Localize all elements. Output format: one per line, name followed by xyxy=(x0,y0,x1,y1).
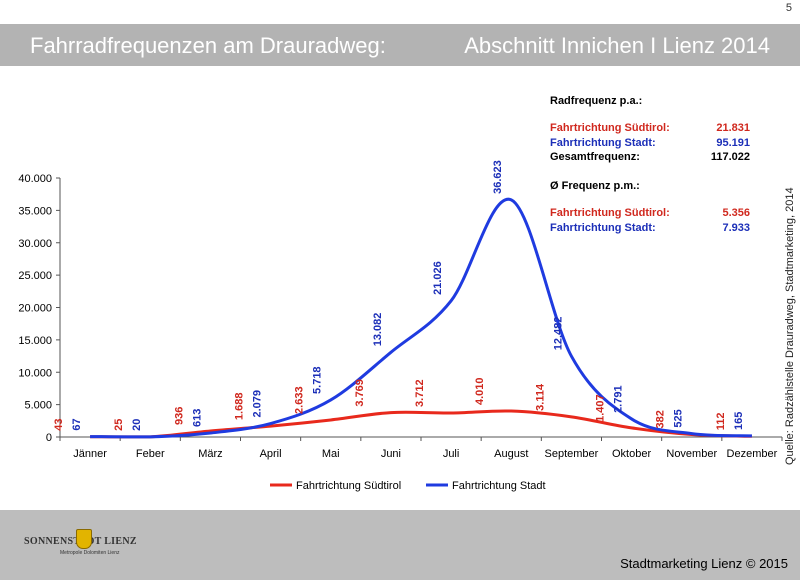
x-tick-label: November xyxy=(666,448,717,460)
data-label: 525 xyxy=(673,409,685,427)
y-tick-label: 40.000 xyxy=(18,173,52,185)
info-pm-value: 7.933 xyxy=(722,222,750,234)
legend-label: Fahrtrichtung Südtirol xyxy=(296,480,401,492)
legend-label: Fahrtrichtung Stadt xyxy=(452,480,546,492)
logo: SONNENSTADT LIENZ Metropole Dolomiten Li… xyxy=(24,526,137,562)
x-tick-label: Oktober xyxy=(612,448,651,460)
y-tick-label: 25.000 xyxy=(18,270,52,282)
x-tick-label: Mai xyxy=(322,448,340,460)
x-tick-label: April xyxy=(260,448,282,460)
data-label: 25 xyxy=(113,419,125,431)
data-label: 3.114 xyxy=(534,383,546,411)
y-tick-label: 30.000 xyxy=(18,238,52,250)
title-bar: Fahrradfrequenzen am Drauradweg: Abschni… xyxy=(0,24,800,66)
data-label: 3.712 xyxy=(414,379,426,407)
x-tick-label: Feber xyxy=(136,448,165,460)
data-label: 382 xyxy=(655,410,667,428)
info-pa-value: 95.191 xyxy=(716,137,750,149)
info-pm-label: Fahrtrichtung Südtirol: xyxy=(550,207,670,219)
info-heading-pm: Ø Frequenz p.m.: xyxy=(550,180,640,192)
data-label: 1.407 xyxy=(595,394,607,422)
x-tick-label: September xyxy=(545,448,599,460)
info-pa-label: Gesamtfrequenz: xyxy=(550,151,640,163)
info-pa-value: 117.022 xyxy=(710,151,750,163)
info-pa-label: Fahrtrichtung Stadt: xyxy=(550,137,656,149)
data-label: 112 xyxy=(715,413,727,431)
data-label: 4.010 xyxy=(474,378,486,406)
data-label: 67 xyxy=(71,418,83,430)
data-label: 36.623 xyxy=(492,160,504,194)
x-tick-label: März xyxy=(198,448,222,460)
data-label: 1.688 xyxy=(234,393,246,421)
source-note: Quelle: Radzählstelle Drauradweg, Stadtm… xyxy=(784,187,796,465)
info-pa-value: 21.831 xyxy=(716,122,750,134)
x-tick-label: Dezember xyxy=(727,448,778,460)
data-label: 2.633 xyxy=(294,386,306,414)
data-label: 20 xyxy=(131,419,143,431)
page-number: 5 xyxy=(785,2,792,14)
info-pm-value: 5.356 xyxy=(722,207,750,219)
page-title: Fahrradfrequenzen am Drauradweg: xyxy=(30,33,386,58)
info-pa-label: Fahrtrichtung Südtirol: xyxy=(550,122,670,134)
series-line xyxy=(90,409,752,439)
y-tick-label: 10.000 xyxy=(18,367,52,379)
logo-subtext: Metropole Dolomiten Lienz xyxy=(60,550,120,556)
x-tick-label: Juli xyxy=(443,448,460,460)
series-line xyxy=(90,197,752,439)
data-label: 165 xyxy=(733,412,745,430)
x-tick-label: Juni xyxy=(381,448,401,460)
data-label: 936 xyxy=(173,407,185,425)
data-label: 3.769 xyxy=(354,379,366,407)
frequency-line-chart: 0 5.000 10.000 15.000 20.000 25.000 30.000 35.0… xyxy=(18,160,783,492)
y-tick-label: 5.000 xyxy=(24,400,52,412)
y-tick-label: 0 xyxy=(46,432,52,444)
y-tick-label: 15.000 xyxy=(18,335,52,347)
y-tick-label: 20.000 xyxy=(18,303,52,315)
y-tick-label: 35.000 xyxy=(18,205,52,217)
info-heading-pa: Radfrequenz p.a.: xyxy=(550,95,643,107)
x-tick-label: Jänner xyxy=(73,448,107,460)
info-pm-label: Fahrtrichtung Stadt: xyxy=(550,222,656,234)
data-label: 13.082 xyxy=(372,313,384,347)
data-label: 43 xyxy=(53,418,65,430)
data-label: 12.482 xyxy=(552,317,564,351)
data-label: 2.079 xyxy=(252,390,264,418)
page-subtitle: Abschnitt Innichen I Lienz 2014 xyxy=(464,33,770,58)
x-tick-label: August xyxy=(494,448,528,460)
data-label: 21.026 xyxy=(432,261,444,295)
info-box: Radfrequenz p.a.: Fahrtrichtung Südtirol… xyxy=(550,95,750,245)
data-label: 2.791 xyxy=(613,385,625,413)
data-label: 5.718 xyxy=(312,366,324,394)
footer: SONNENSTADT LIENZ Metropole Dolomiten Li… xyxy=(0,510,800,580)
data-label: 613 xyxy=(191,409,203,427)
coat-of-arms-icon xyxy=(76,529,92,549)
footer-credit: Stadtmarketing Lienz © 2015 xyxy=(620,556,788,571)
